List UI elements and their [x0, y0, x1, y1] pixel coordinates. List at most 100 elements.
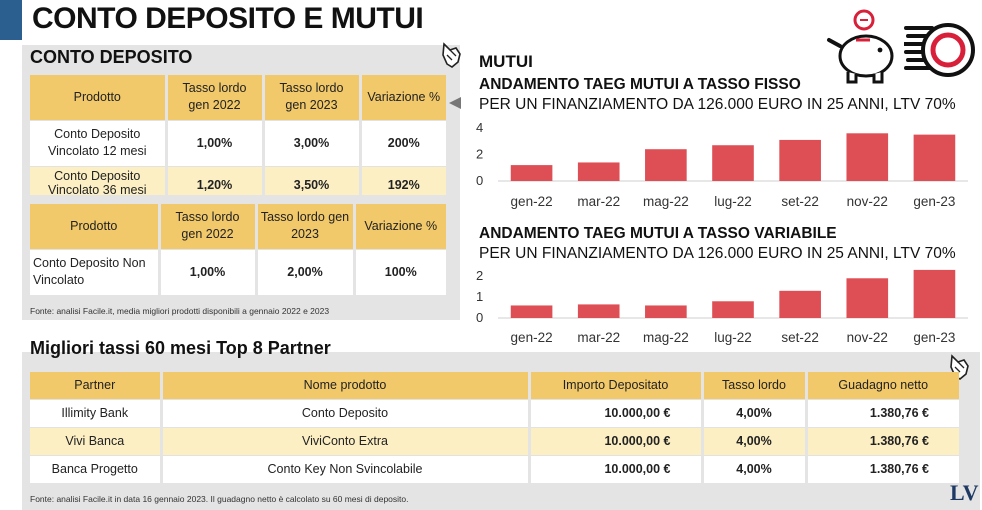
- table-header: Tasso lordo gen 2023: [254, 204, 354, 249]
- table-cell: 1.380,76 €: [804, 454, 959, 483]
- table-cell: 10.000,00 €: [527, 426, 702, 455]
- bar: [510, 165, 553, 181]
- table-header: Partner: [30, 372, 161, 399]
- x-tick-label: gen-22: [511, 194, 553, 209]
- x-tick-label: lug-22: [714, 194, 752, 209]
- table-header: Importo Depositato: [527, 372, 702, 399]
- table-cell: 1.380,76 €: [804, 398, 959, 427]
- x-tick-label: mag-22: [643, 330, 689, 345]
- variable-rate-chart-subtitle: PER UN FINANZIAMENTO DA 126.000 EURO IN …: [479, 245, 956, 262]
- x-tick-label: nov-22: [847, 194, 888, 209]
- bar: [913, 269, 956, 318]
- y-tick-label: 4: [476, 120, 483, 135]
- table-cell: 1,00%: [164, 119, 263, 166]
- table-cell: 192%: [358, 165, 446, 195]
- conto-deposito-table-1: Prodotto Tasso lordo gen 2022 Tasso lord…: [30, 75, 446, 195]
- table-row: Conto Deposito Vincolato 12 mesi 1,00% 3…: [30, 119, 446, 166]
- fixed-rate-bar-chart: 0 2 4 gen-22 mar-22 mag-22 lug-22 set-22 nov-22 g…: [476, 120, 968, 209]
- triangle-arrow-icon: [449, 97, 461, 109]
- fixed-rate-chart-title: ANDAMENTO TAEG MUTUI A TASSO FISSO: [479, 76, 801, 93]
- bar: [645, 305, 687, 318]
- bar: [779, 139, 821, 181]
- table-header: Tasso lordo gen 2023: [261, 75, 360, 120]
- page-title: CONTO DEPOSITO E MUTUI: [32, 2, 424, 35]
- table-header: Prodotto: [30, 204, 159, 249]
- table-header: Nome prodotto: [159, 372, 529, 399]
- bar: [846, 133, 889, 181]
- bar: [779, 290, 821, 318]
- conto-deposito-source: Fonte: analisi Facile.it, media migliori…: [30, 306, 330, 316]
- table-header: Prodotto: [30, 75, 166, 120]
- table-cell: ViviConto Extra: [159, 426, 529, 455]
- table-cell: 3,00%: [261, 119, 360, 166]
- table-header: Variazione %: [358, 75, 446, 120]
- table-cell: 10.000,00 €: [527, 398, 702, 427]
- table-header-row: Partner Nome prodotto Importo Depositato…: [30, 372, 959, 399]
- bar: [577, 304, 620, 318]
- table-row: Conto Deposito Vincolato 36 mesi 1,20% 3…: [30, 165, 446, 195]
- x-tick-label: gen-23: [913, 330, 955, 345]
- bar: [645, 149, 687, 181]
- partner-source: Fonte: analisi Facile.it in data 16 genn…: [30, 494, 409, 504]
- bar: [712, 301, 754, 318]
- table-row: Illimity Bank Conto Deposito 10.000,00 €…: [30, 398, 959, 427]
- y-tick-label: 2: [476, 268, 483, 283]
- table-cell: Vivi Banca: [30, 426, 161, 455]
- table-header-row: Prodotto Tasso lordo gen 2022 Tasso lord…: [30, 75, 446, 120]
- pointing-hand-icon: [442, 42, 461, 68]
- bar: [846, 278, 889, 318]
- y-tick-label: 1: [476, 289, 483, 304]
- coins-icon: [904, 23, 975, 77]
- x-tick-label: mar-22: [577, 194, 620, 209]
- table-row: Banca Progetto Conto Key Non Svincolabil…: [30, 454, 959, 483]
- table-cell: 4,00%: [700, 426, 806, 455]
- y-tick-label: 0: [476, 173, 483, 188]
- table-cell: 200%: [358, 119, 446, 166]
- table-cell-text: Conto Deposito Vincolato 36 mesi: [48, 168, 147, 195]
- table-cell: 4,00%: [700, 454, 806, 483]
- title-accent-bar: [0, 0, 22, 40]
- fixed-rate-chart-subtitle: PER UN FINANZIAMENTO DA 126.000 EURO IN …: [479, 96, 956, 113]
- table-cell: 4,00%: [700, 398, 806, 427]
- variable-rate-bar-chart: 0 1 2 gen-22 mar-22 mag-22 lug-22 set-22 nov-22 g…: [476, 268, 968, 345]
- table-cell: Banca Progetto: [30, 454, 161, 483]
- mutui-panel: [463, 44, 982, 352]
- bar: [510, 305, 553, 318]
- table-cell: 1,00%: [157, 248, 256, 295]
- partner-table: Partner Nome prodotto Importo Depositato…: [30, 372, 959, 483]
- table-cell: Conto Key Non Svincolabile: [159, 454, 529, 483]
- x-tick-label: lug-22: [714, 330, 752, 345]
- conto-deposito-title: CONTO DEPOSITO: [30, 47, 193, 67]
- mutui-title: MUTUI: [479, 52, 533, 71]
- x-tick-label: gen-22: [511, 330, 553, 345]
- table-cell: Conto Deposito: [159, 398, 529, 427]
- x-tick-label: mar-22: [577, 330, 620, 345]
- bar: [712, 145, 754, 181]
- bar: [577, 162, 620, 181]
- x-tick-label: nov-22: [847, 330, 888, 345]
- table-cell: 3,50%: [261, 165, 360, 195]
- table-cell: 1,20%: [164, 165, 263, 195]
- table-header: Variazione %: [352, 204, 446, 249]
- y-tick-label: 0: [476, 310, 483, 325]
- table-header: Tasso lordo: [700, 372, 806, 399]
- table-header: Tasso lordo gen 2022: [164, 75, 263, 120]
- table-cell: 2,00%: [254, 248, 354, 295]
- x-tick-label: gen-23: [913, 194, 955, 209]
- table-header-row: Prodotto Tasso lordo gen 2022 Tasso lord…: [30, 204, 446, 249]
- table-cell: 100%: [352, 248, 446, 295]
- table-cell: Conto Deposito Vincolato 12 mesi: [30, 119, 166, 166]
- conto-deposito-table-2: Prodotto Tasso lordo gen 2022 Tasso lord…: [30, 204, 446, 295]
- table-cell: 10.000,00 €: [527, 454, 702, 483]
- piggy-bank-icon: [827, 9, 894, 84]
- table-cell: 1.380,76 €: [804, 426, 959, 455]
- table-row: Conto Deposito Non Vincolato 1,00% 2,00%…: [30, 248, 446, 295]
- x-tick-label: set-22: [781, 330, 819, 345]
- variable-rate-chart-title: ANDAMENTO TAEG MUTUI A TASSO VARIABILE: [479, 225, 837, 242]
- table-row: Vivi Banca ViviConto Extra 10.000,00 € 4…: [30, 426, 959, 455]
- x-tick-label: mag-22: [643, 194, 689, 209]
- lv-logo: LV: [950, 480, 979, 505]
- table-header: Guadagno netto: [804, 372, 959, 399]
- table-header: Tasso lordo gen 2022: [157, 204, 256, 249]
- table-cell: Conto Deposito Vincolato 36 mesi: [30, 165, 166, 195]
